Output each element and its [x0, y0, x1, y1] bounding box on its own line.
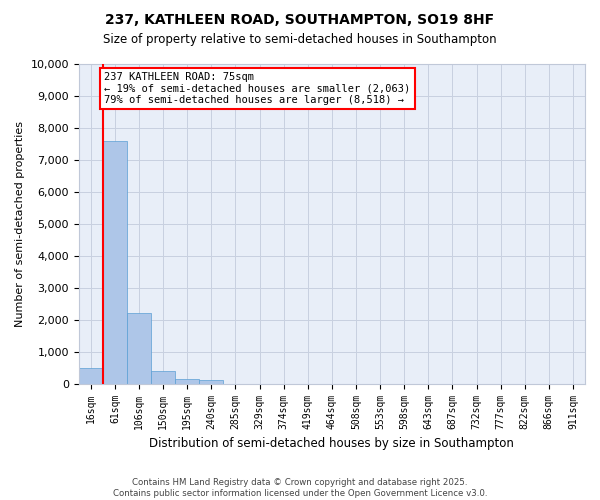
Bar	[175, 379, 199, 384]
Bar	[127, 314, 151, 384]
X-axis label: Distribution of semi-detached houses by size in Southampton: Distribution of semi-detached houses by …	[149, 437, 514, 450]
Text: 237 KATHLEEN ROAD: 75sqm
← 19% of semi-detached houses are smaller (2,063)
79% o: 237 KATHLEEN ROAD: 75sqm ← 19% of semi-d…	[104, 72, 410, 105]
Bar	[151, 371, 175, 384]
Bar	[199, 380, 223, 384]
Bar	[103, 140, 127, 384]
Text: 237, KATHLEEN ROAD, SOUTHAMPTON, SO19 8HF: 237, KATHLEEN ROAD, SOUTHAMPTON, SO19 8H…	[106, 12, 494, 26]
Text: Size of property relative to semi-detached houses in Southampton: Size of property relative to semi-detach…	[103, 32, 497, 46]
Text: Contains HM Land Registry data © Crown copyright and database right 2025.
Contai: Contains HM Land Registry data © Crown c…	[113, 478, 487, 498]
Bar	[79, 368, 103, 384]
Y-axis label: Number of semi-detached properties: Number of semi-detached properties	[15, 121, 25, 327]
